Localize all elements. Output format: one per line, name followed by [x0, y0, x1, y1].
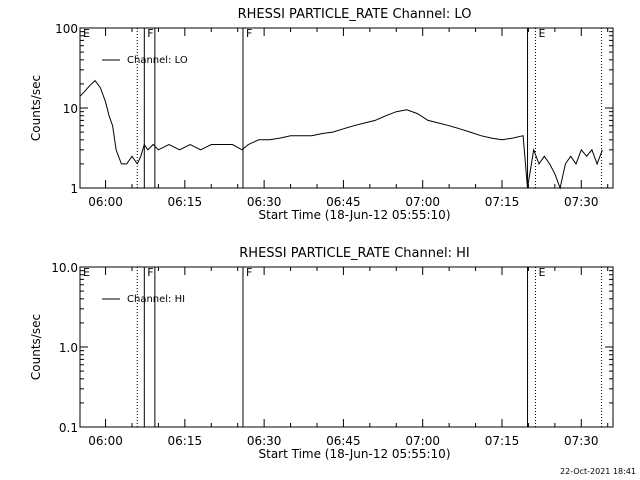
y-tick-label: 1.0 — [59, 341, 78, 355]
legend-entry: Channel: HI — [127, 294, 185, 305]
x-tick-label: 07:00 — [405, 195, 440, 209]
x-tick-label: 06:15 — [168, 195, 203, 209]
x-tick-label: 06:30 — [247, 434, 282, 448]
x-tick-label: 06:45 — [326, 434, 361, 448]
chart-title: RHESSI PARTICLE_RATE Channel: LO — [238, 7, 472, 22]
y-axis-label: Counts/sec — [29, 75, 43, 141]
y-tick-label: 0.1 — [59, 421, 78, 435]
x-tick-label: 07:15 — [485, 434, 520, 448]
hi-channel-panel: RHESSI PARTICLE_RATE Channel: HI 0.1 1.0 10… — [29, 246, 614, 461]
event-marker-label: F — [147, 266, 153, 279]
y-tick-label: 10.0 — [51, 261, 78, 275]
x-tick-label: 06:15 — [168, 434, 203, 448]
event-marker-label: F — [246, 266, 252, 279]
event-marker-label: E — [83, 266, 90, 279]
y-tick-label: 1 — [70, 182, 78, 196]
y-tick-label: 10 — [63, 102, 78, 116]
series-line-0 — [79, 79, 603, 190]
x-axis-label: Start Time (18-Jun-12 05:55:10) — [259, 447, 451, 461]
x-tick-label: 07:30 — [564, 195, 599, 209]
x-tick-label: 06:45 — [326, 195, 361, 209]
lo-channel-panel: RHESSI PARTICLE_RATE Channel: LO 1 10 100 06… — [29, 7, 614, 222]
y-axis-label: Counts/sec — [29, 314, 43, 380]
event-marker-label: F — [147, 27, 153, 40]
x-tick-label: 07:30 — [564, 434, 599, 448]
legend-entry: Channel: LO — [127, 55, 188, 66]
x-tick-label: 06:00 — [88, 195, 123, 209]
chart-title: RHESSI PARTICLE_RATE Channel: HI — [239, 246, 469, 261]
event-marker-label: E — [83, 27, 90, 40]
x-tick-label: 07:00 — [405, 434, 440, 448]
x-tick-label: 06:30 — [247, 195, 282, 209]
x-axis-label: Start Time (18-Jun-12 05:55:10) — [259, 208, 451, 222]
event-marker-label: E — [538, 266, 545, 279]
event-marker-label: F — [246, 27, 252, 40]
x-tick-label: 06:00 — [88, 434, 123, 448]
x-tick-label: 07:15 — [485, 195, 520, 209]
plot-timestamp: 22-Oct-2021 18:41 — [560, 467, 636, 476]
event-marker-label: E — [538, 27, 545, 40]
y-tick-label: 100 — [55, 22, 78, 36]
